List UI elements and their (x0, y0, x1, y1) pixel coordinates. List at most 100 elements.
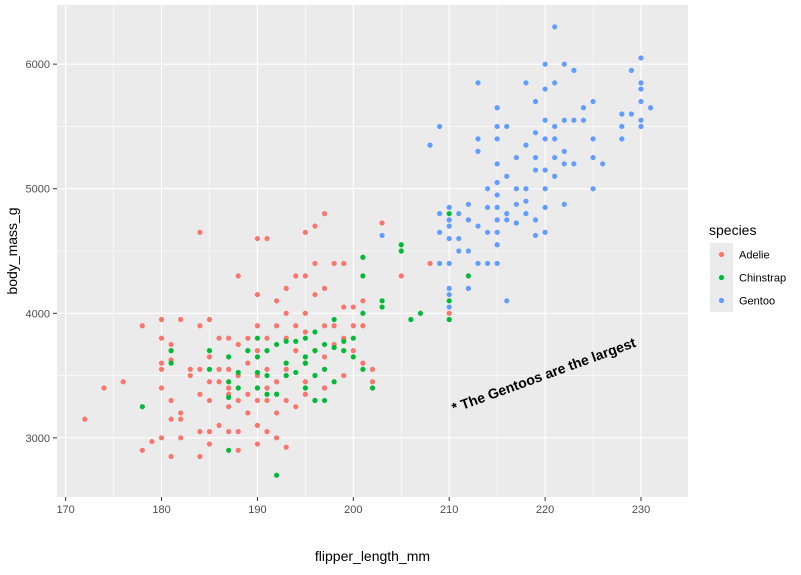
data-point-chinstrap (331, 344, 337, 351)
data-point-chinstrap (254, 335, 261, 341)
data-point-gentoo (523, 211, 529, 217)
data-point-gentoo (494, 229, 500, 235)
data-point-adelie (264, 366, 270, 372)
legend-symbol (718, 251, 725, 258)
data-point-gentoo (542, 186, 548, 192)
data-point-gentoo (513, 154, 519, 161)
x-tick-label: 220 (536, 504, 554, 516)
data-point-adelie (254, 441, 261, 447)
legend-title: species (709, 222, 756, 238)
data-point-chinstrap (168, 348, 174, 354)
data-points (82, 24, 654, 478)
data-point-chinstrap (168, 360, 174, 366)
legend-symbol (718, 274, 725, 281)
data-point-gentoo (532, 217, 539, 223)
data-point-adelie (302, 329, 308, 335)
data-point-gentoo (619, 123, 625, 130)
x-tick-label: 170 (56, 504, 74, 516)
data-point-gentoo (561, 148, 567, 154)
legend-label: Adelie (739, 250, 770, 262)
data-point-gentoo (523, 186, 529, 192)
data-point-chinstrap (264, 391, 270, 397)
data-point-gentoo (561, 201, 567, 207)
data-point-gentoo (465, 201, 471, 207)
data-point-adelie (283, 444, 289, 450)
data-point-gentoo (638, 117, 644, 123)
data-point-chinstrap (360, 273, 366, 279)
data-point-chinstrap (283, 360, 289, 366)
data-point-gentoo (532, 154, 539, 161)
x-tick-label: 210 (440, 504, 458, 516)
data-point-adelie (82, 416, 88, 422)
data-point-gentoo (504, 173, 510, 179)
data-point-gentoo (513, 220, 519, 226)
data-point-adelie (379, 220, 385, 226)
data-point-adelie (206, 316, 213, 323)
x-tick-label: 180 (152, 504, 170, 516)
data-point-chinstrap (312, 348, 318, 354)
data-point-chinstrap (226, 379, 232, 385)
data-point-gentoo (456, 248, 462, 254)
data-point-chinstrap (321, 366, 328, 372)
data-point-gentoo (446, 223, 452, 229)
x-axis-ticks: 170 180 190 200 210 220 230 (56, 497, 650, 516)
data-point-adelie (149, 438, 155, 445)
data-point-adelie (321, 385, 328, 391)
data-point-chinstrap (312, 329, 318, 335)
data-point-adelie (226, 385, 232, 391)
data-point-gentoo (552, 24, 558, 30)
data-point-chinstrap (417, 310, 424, 316)
data-point-adelie (321, 285, 328, 291)
data-point-gentoo (484, 260, 491, 267)
data-point-adelie (254, 348, 261, 354)
data-point-chinstrap (446, 211, 452, 217)
data-point-adelie (216, 335, 222, 341)
data-point-gentoo (590, 186, 596, 192)
data-point-adelie (350, 304, 356, 310)
data-point-adelie (264, 429, 270, 435)
data-point-chinstrap (226, 394, 232, 400)
data-point-adelie (226, 404, 232, 410)
data-point-gentoo (484, 186, 491, 192)
data-point-gentoo (638, 55, 644, 61)
data-point-adelie (206, 441, 213, 447)
data-point-gentoo (638, 80, 644, 86)
data-point-adelie (369, 366, 376, 372)
data-point-gentoo (561, 117, 567, 123)
data-point-gentoo (427, 142, 433, 148)
data-point-adelie (293, 323, 299, 329)
data-point-chinstrap (206, 348, 213, 354)
data-point-gentoo (494, 204, 500, 211)
data-point-chinstrap (302, 354, 308, 360)
data-point-gentoo (513, 186, 519, 192)
data-point-gentoo (628, 67, 635, 73)
data-point-gentoo (446, 291, 452, 298)
series-gentoo (379, 24, 654, 310)
data-point-adelie (398, 273, 404, 279)
data-point-adelie (226, 335, 232, 341)
data-point-gentoo (446, 285, 452, 291)
data-point-chinstrap (350, 335, 356, 341)
data-point-chinstrap (264, 372, 270, 379)
data-point-adelie (216, 422, 222, 428)
data-point-adelie (178, 416, 184, 422)
data-point-chinstrap (245, 348, 251, 354)
data-point-chinstrap (293, 338, 299, 344)
data-point-chinstrap (408, 316, 414, 323)
data-point-adelie (331, 260, 337, 267)
data-point-chinstrap (379, 298, 385, 304)
data-point-chinstrap (465, 273, 471, 279)
data-point-chinstrap (360, 310, 366, 316)
data-point-gentoo (542, 167, 548, 173)
data-point-adelie (158, 435, 165, 441)
data-point-adelie (302, 229, 308, 235)
data-point-chinstrap (139, 404, 145, 410)
data-point-adelie (139, 323, 145, 329)
data-point-gentoo (590, 154, 596, 161)
data-point-gentoo (571, 67, 577, 73)
data-point-chinstrap (206, 366, 213, 372)
data-point-adelie (168, 453, 174, 460)
data-point-gentoo (504, 211, 510, 217)
data-point-gentoo (542, 229, 548, 235)
y-axis-ticks: 3000 4000 5000 6000 (26, 59, 57, 445)
